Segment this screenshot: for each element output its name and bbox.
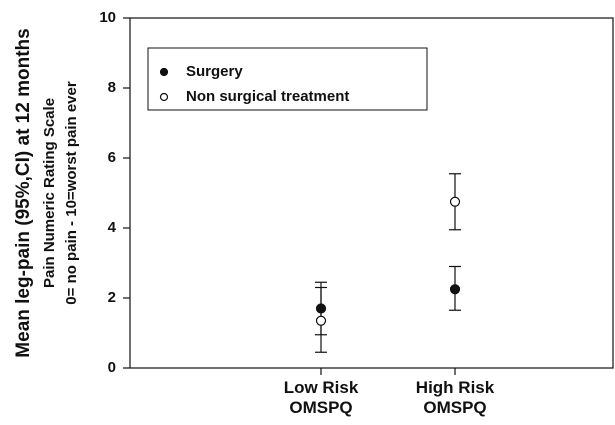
point bbox=[449, 284, 461, 295]
legend-label: Non surgical treatment bbox=[186, 88, 349, 105]
y-tick-label: 10 bbox=[99, 9, 116, 26]
y-axis-subtitle: Pain Numeric Rating Scale bbox=[41, 98, 58, 288]
point bbox=[449, 196, 461, 207]
y-tick-label: 4 bbox=[108, 219, 117, 236]
y-axis-subtitle: 0= no pain - 10=worst pain ever bbox=[63, 81, 80, 305]
y-tick-label: 8 bbox=[108, 79, 116, 96]
y-axis-title: Mean leg-pain (95%,CI) at 12 months bbox=[13, 28, 34, 357]
y-tick-label: 2 bbox=[108, 289, 116, 306]
x-tick-label: High Risk OMSPQ bbox=[415, 378, 495, 417]
legend-label: Surgery bbox=[186, 63, 243, 80]
legend-marker bbox=[159, 67, 169, 77]
y-tick-label: 0 bbox=[108, 359, 116, 376]
legend-box bbox=[147, 47, 428, 111]
legend-marker bbox=[159, 92, 169, 102]
plot-frame bbox=[129, 17, 614, 369]
point bbox=[315, 315, 327, 326]
y-tick-label: 6 bbox=[108, 149, 116, 166]
x-tick-label: Low Risk OMSPQ bbox=[283, 378, 359, 417]
